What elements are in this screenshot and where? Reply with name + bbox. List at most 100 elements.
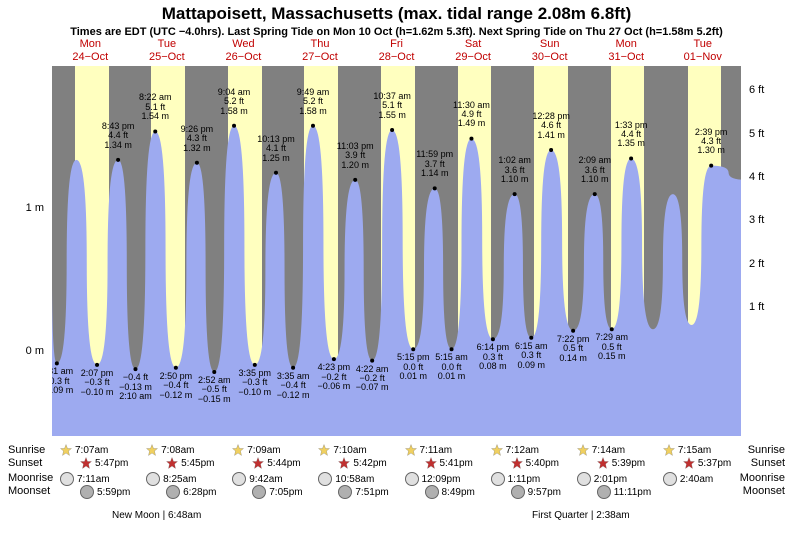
moon-cell: 2:40am	[655, 472, 741, 498]
sun-cell: 7:10am5:42pm	[310, 444, 396, 470]
y-axis-meters: 0 m 1 m	[0, 66, 50, 436]
sun-cell: 7:07am5:47pm	[52, 444, 138, 470]
high-tide-label: 8:43 pm4.4 ft1.34 m	[102, 122, 135, 150]
moonrise-time: 2:40am	[663, 472, 713, 486]
sun-cell: 7:11am5:41pm	[397, 444, 483, 470]
moonset-time: 11:11pm	[597, 485, 651, 499]
sun-cell: 7:12am5:40pm	[483, 444, 569, 470]
sun-cell: 7:09am5:44pm	[224, 444, 310, 470]
moon-cell: 10:58am7:51pm	[310, 472, 396, 498]
low-tide-label: −0.4 ft−0.13 m2:10 am	[119, 373, 152, 401]
sunrise-time: 7:07am	[60, 444, 108, 456]
sunrise-time: 7:09am	[232, 444, 280, 456]
chart-subtitle: Times are EDT (UTC −4.0hrs). Last Spring…	[0, 26, 793, 38]
sunset-time: 5:42pm	[338, 457, 386, 469]
low-tide-label: 5:15 pm0.0 ft0.01 m	[397, 353, 430, 381]
sunset-time: 5:47pm	[80, 457, 128, 469]
moonrise-time: 7:11am	[60, 472, 110, 486]
sun-times-row: 7:07am5:47pm7:08am5:45pm7:09am5:44pm7:10…	[52, 444, 741, 470]
high-tide-label: 10:37 am5.1 ft1.55 m	[373, 92, 411, 120]
high-tide-label: 2:09 am3.6 ft1.10 m	[578, 156, 611, 184]
sun-cell: 7:15am5:37pm	[655, 444, 741, 470]
label-moonrise-l: Moonrise	[8, 472, 53, 485]
high-tide-label: 9:26 pm4.3 ft1.32 m	[181, 125, 214, 153]
high-tide-label: 9:04 am5.2 ft1.58 m	[218, 88, 251, 116]
sunset-time: 5:44pm	[252, 457, 300, 469]
y-tick-ft: 3 ft	[749, 214, 764, 226]
y-tick-m: 1 m	[26, 202, 44, 214]
moonrise-time: 10:58am	[318, 472, 374, 486]
low-tide-label: 4:23 pm−0.2 ft−0.06 m	[318, 363, 351, 391]
low-tide-label: 6:15 am0.3 ft0.09 m	[515, 342, 548, 370]
label-moonset-l: Moonset	[8, 485, 50, 498]
low-tide-label: 7:22 pm0.5 ft0.14 m	[557, 335, 590, 363]
date-axis: Mon24−OctTue25−OctWed26−OctThu27−OctFri2…	[52, 38, 741, 66]
sunrise-time: 7:11am	[405, 444, 453, 456]
moon-cell: 9:42am7:05pm	[224, 472, 310, 498]
label-sunrise-r: Sunrise	[748, 444, 785, 457]
date-label: Mon24−Oct	[52, 38, 129, 66]
high-tide-label: 11:30 am4.9 ft1.49 m	[453, 101, 490, 129]
moonrise-time: 9:42am	[232, 472, 282, 486]
moon-cell: 8:25am6:28pm	[138, 472, 224, 498]
low-tide-label: 4:22 am−0.2 ft−0.07 m	[356, 365, 389, 393]
moonset-time: 8:49pm	[425, 485, 475, 499]
sun-cell: 7:14am5:39pm	[569, 444, 655, 470]
moon-cell: 1:11pm9:57pm	[483, 472, 569, 498]
chart-title: Mattapoisett, Massachusetts (max. tidal …	[0, 4, 793, 24]
low-tide-label: 5:15 am0.0 ft0.01 m	[435, 353, 468, 381]
sunset-time: 5:41pm	[425, 457, 473, 469]
moonrise-time: 1:11pm	[491, 472, 541, 486]
moonset-time: 5:59pm	[80, 485, 130, 499]
high-tide-label: 1:02 am3.6 ft1.10 m	[498, 156, 531, 184]
moonset-time: 7:05pm	[252, 485, 302, 499]
moon-cell: 7:11am5:59pm	[52, 472, 138, 498]
moonset-time: 9:57pm	[511, 485, 561, 499]
sunrise-time: 7:10am	[318, 444, 366, 456]
low-tide-label: 1:31 am−0.3 ft−0.09 m	[52, 367, 73, 395]
low-tide-label: 2:50 pm−0.4 ft−0.12 m	[159, 372, 192, 400]
label-sunset-l: Sunset	[8, 457, 42, 470]
label-moonrise-r: Moonrise	[740, 472, 785, 485]
label-moonset-r: Moonset	[743, 485, 785, 498]
date-label: Wed26−Oct	[205, 38, 282, 66]
date-label: Sun30−Oct	[511, 38, 588, 66]
moon-cell: 2:01pm11:11pm	[569, 472, 655, 498]
sunset-time: 5:37pm	[683, 457, 731, 469]
y-tick-m: 0 m	[26, 345, 44, 357]
moon-phase-row: New Moon | 6:48am First Quarter | 2:38am	[52, 510, 741, 536]
date-label: Thu27−Oct	[282, 38, 359, 66]
sunrise-time: 7:15am	[663, 444, 711, 456]
high-tide-label: 2:39 pm4.3 ft1.30 m	[695, 128, 728, 156]
sunrise-time: 7:08am	[146, 444, 194, 456]
moon-times-row: 7:11am5:59pm8:25am6:28pm9:42am7:05pm10:5…	[52, 472, 741, 498]
low-tide-label: 2:07 pm−0.3 ft−0.10 m	[81, 369, 114, 397]
sunrise-time: 7:12am	[491, 444, 539, 456]
low-tide-label: 3:35 pm−0.3 ft−0.10 m	[238, 369, 271, 397]
low-tide-label: 2:52 am−0.5 ft−0.15 m	[198, 376, 231, 404]
sunset-time: 5:39pm	[597, 457, 645, 469]
low-tide-label: 6:14 pm0.3 ft0.08 m	[477, 343, 510, 371]
date-label: Fri28−Oct	[358, 38, 435, 66]
date-label: Mon31−Oct	[588, 38, 665, 66]
high-tide-label: 1:33 pm4.4 ft1.35 m	[615, 121, 648, 149]
sun-cell: 7:08am5:45pm	[138, 444, 224, 470]
first-quarter-label: First Quarter | 2:38am	[532, 510, 630, 521]
sunrise-time: 7:14am	[577, 444, 625, 456]
date-label: Tue01−Nov	[665, 38, 742, 66]
new-moon-label: New Moon | 6:48am	[112, 510, 201, 521]
footer-block: Sunrise Sunset Moonrise Moonset Sunrise …	[0, 440, 793, 540]
y-tick-ft: 6 ft	[749, 84, 764, 96]
label-sunrise-l: Sunrise	[8, 444, 45, 457]
moonrise-time: 12:09pm	[405, 472, 461, 486]
high-tide-label: 10:13 pm4.1 ft1.25 m	[257, 135, 295, 163]
moonset-time: 6:28pm	[166, 485, 216, 499]
sunset-time: 5:40pm	[511, 457, 559, 469]
high-tide-label: 12:28 pm4.6 ft1.41 m	[532, 112, 570, 140]
sunset-time: 5:45pm	[166, 457, 214, 469]
low-tide-label: 7:29 am0.5 ft0.15 m	[595, 333, 628, 361]
moon-cell: 12:09pm8:49pm	[397, 472, 483, 498]
y-axis-feet: 1 ft2 ft3 ft4 ft5 ft6 ft	[743, 66, 793, 436]
high-tide-label: 11:59 pm3.7 ft1.14 m	[416, 150, 453, 178]
y-tick-ft: 4 ft	[749, 171, 764, 183]
